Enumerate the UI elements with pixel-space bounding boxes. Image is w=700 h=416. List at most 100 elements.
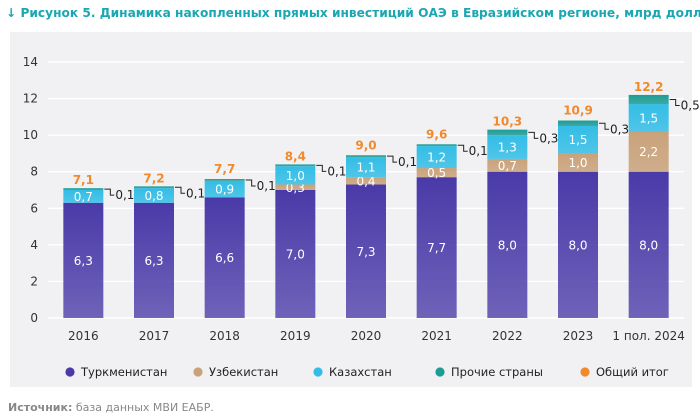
- total-label: 7,2: [143, 171, 164, 185]
- legend-marker: [193, 367, 203, 377]
- bar-segment: [558, 171, 598, 318]
- segment-label: 7,3: [356, 245, 375, 259]
- legend-label: Казахстан: [329, 365, 392, 379]
- other-countries-label: 0,1: [398, 155, 417, 169]
- bar-segment: [275, 190, 316, 318]
- segment-label: 7,7: [427, 241, 446, 255]
- bar-segment: [487, 129, 528, 136]
- other-countries-label: 0,3: [610, 122, 629, 136]
- segment-label: 0,8: [144, 189, 163, 203]
- segment-label: 6,3: [144, 254, 163, 268]
- segment-label: 2,2: [639, 145, 658, 159]
- callout-line: [528, 131, 539, 139]
- other-countries-label: 0,1: [186, 186, 205, 200]
- segment-label: 6,3: [74, 254, 93, 268]
- total-label: 8,4: [285, 149, 306, 163]
- callout-line: [457, 144, 468, 152]
- total-label: 10,3: [493, 115, 523, 129]
- bar-segment: [275, 164, 316, 167]
- x-tick-label: 2023: [563, 329, 594, 343]
- y-tick-label: 12: [23, 92, 38, 106]
- bar-segment: [416, 177, 457, 318]
- x-tick-label: 2019: [280, 329, 311, 343]
- segment-label: 8,0: [498, 238, 517, 252]
- y-tick-label: 2: [30, 274, 38, 288]
- segment-label: 1,1: [356, 161, 375, 175]
- bar-segment: [346, 184, 386, 318]
- bar-segment: [346, 157, 386, 178]
- bar-segment: [416, 168, 457, 178]
- segment-label: 0,5: [427, 166, 446, 180]
- segment-label: 0,7: [74, 190, 93, 204]
- bar-segment: [558, 120, 598, 126]
- bar-segment: [63, 188, 104, 190]
- x-tick-label: 2020: [351, 329, 382, 343]
- bar-segment: [487, 171, 528, 318]
- other-countries-label: 0,5: [681, 98, 700, 112]
- bar-segment: [628, 104, 669, 132]
- x-tick-label: 2022: [492, 329, 523, 343]
- segment-label: 0,4: [356, 174, 375, 188]
- bar-segment: [487, 135, 528, 159]
- x-tick-label: 2018: [209, 329, 240, 343]
- total-label: 9,0: [355, 138, 376, 152]
- callout-line: [245, 179, 256, 187]
- segment-label: 1,5: [568, 133, 587, 147]
- source-note: Источник: база данных МВИ ЕАБР.: [8, 401, 214, 414]
- callout-line: [175, 186, 185, 194]
- x-tick-label: 1 пол. 2024: [612, 329, 684, 343]
- callout-line: [599, 122, 609, 130]
- other-countries-label: 0,3: [539, 131, 558, 145]
- bar-segment: [204, 179, 245, 181]
- legend-marker: [580, 367, 590, 377]
- source-text: база данных МВИ ЕАБР.: [75, 401, 214, 414]
- bar-segment: [628, 171, 669, 318]
- segment-label: 1,5: [639, 111, 658, 125]
- bar-segment: [204, 197, 245, 318]
- bar-segment: [346, 177, 386, 185]
- legend-marker: [435, 367, 445, 377]
- callout-line: [387, 155, 397, 163]
- segment-label: 1,0: [568, 156, 587, 170]
- bar-segment: [275, 184, 316, 190]
- x-tick-label: 2017: [139, 329, 170, 343]
- callout-line: [316, 164, 327, 172]
- segment-label: 8,0: [639, 238, 658, 252]
- segment-label: 8,0: [568, 238, 587, 252]
- other-countries-label: 0,1: [469, 144, 488, 158]
- legend-label: Туркменистан: [80, 365, 167, 379]
- total-label: 12,2: [634, 80, 664, 94]
- total-label: 7,7: [214, 162, 235, 176]
- x-tick-label: 2016: [68, 329, 99, 343]
- bar-segment: [204, 180, 245, 198]
- chart-title: ↓ Рисунок 5. Динамика накопленных прямых…: [6, 6, 700, 20]
- bar-segment: [63, 202, 104, 318]
- bar-segment: [628, 94, 669, 105]
- other-countries-label: 0,1: [257, 179, 276, 193]
- total-label: 7,1: [73, 173, 94, 187]
- bar-segment: [628, 131, 669, 172]
- segment-label: 1,3: [498, 141, 517, 155]
- legend-label: Узбекистан: [209, 365, 278, 379]
- bar-segment: [558, 153, 598, 172]
- bar-segment: [558, 126, 598, 154]
- total-label: 9,6: [426, 127, 447, 141]
- x-tick-label: 2021: [421, 329, 452, 343]
- legend-marker: [65, 367, 75, 377]
- bar-segment: [63, 190, 104, 203]
- bar-segment: [134, 202, 174, 318]
- y-tick-label: 4: [30, 238, 38, 252]
- bar-segment: [416, 144, 457, 147]
- source-label: Источник:: [8, 401, 73, 414]
- other-countries-label: 0,1: [327, 164, 346, 178]
- callout-line: [669, 98, 680, 106]
- bar-segment: [416, 146, 457, 169]
- y-tick-label: 10: [23, 128, 38, 142]
- callout-line: [104, 188, 115, 196]
- bar-segment: [346, 155, 386, 158]
- segment-label: 6,6: [215, 251, 234, 265]
- bar-segment: [275, 166, 316, 185]
- segment-label: 1,0: [286, 169, 305, 183]
- bar-segment: [134, 188, 174, 203]
